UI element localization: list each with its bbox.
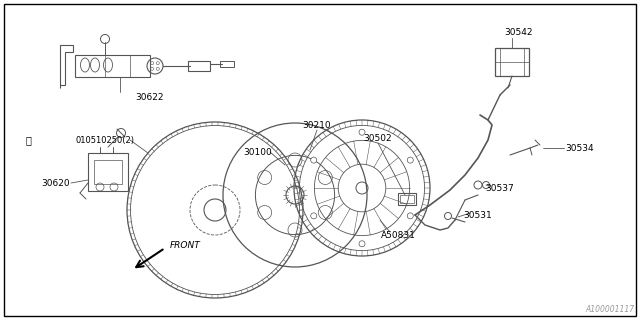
Text: 30620: 30620	[42, 179, 70, 188]
Ellipse shape	[407, 213, 413, 219]
Text: Ⓑ: Ⓑ	[25, 135, 31, 145]
Ellipse shape	[407, 157, 413, 163]
Text: 30210: 30210	[303, 121, 332, 130]
Bar	[188, 61, 210, 71]
Text: A100001117: A100001117	[586, 306, 635, 315]
Bar	[398, 193, 416, 205]
Text: 30502: 30502	[364, 133, 392, 142]
Bar	[495, 48, 529, 76]
Text: FRONT: FRONT	[170, 241, 201, 250]
Ellipse shape	[310, 157, 317, 163]
Ellipse shape	[310, 213, 317, 219]
Text: 30531: 30531	[463, 211, 492, 220]
Bar	[94, 160, 122, 184]
Bar	[88, 153, 128, 191]
Bar	[400, 195, 414, 203]
Text: 30622: 30622	[136, 92, 164, 101]
Text: 30100: 30100	[244, 148, 273, 156]
Bar	[220, 61, 234, 67]
Ellipse shape	[359, 129, 365, 135]
Text: 30534: 30534	[565, 143, 594, 153]
Text: 010510250(2): 010510250(2)	[75, 135, 134, 145]
Bar	[75, 55, 150, 77]
Text: A50831: A50831	[381, 230, 415, 239]
Text: 30542: 30542	[505, 28, 533, 36]
Text: 30537: 30537	[486, 183, 515, 193]
Ellipse shape	[359, 241, 365, 247]
